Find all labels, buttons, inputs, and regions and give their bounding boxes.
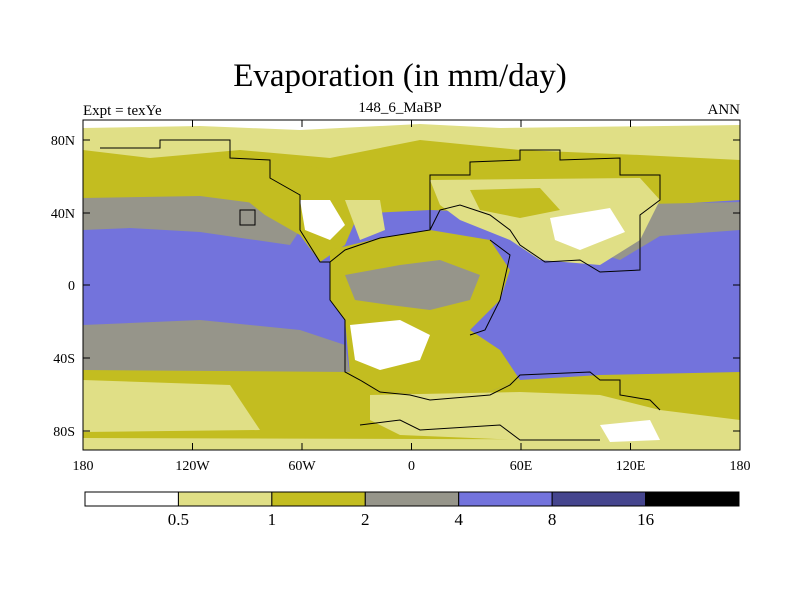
map-title: Evaporation (in mm/day) (233, 58, 567, 94)
colorbar-labels: 0.5 1 2 4 8 16 (168, 510, 654, 529)
lat-tick-0: 0 (68, 279, 75, 294)
desert-gondwana (350, 320, 430, 370)
colorbar-segment (84, 491, 179, 507)
season-label: ANN (707, 102, 741, 118)
colorbar-segment (364, 491, 460, 507)
coastline-north (100, 139, 661, 273)
longitude-axis: 180 120W 60W 0 60E 120E 180 (73, 120, 751, 474)
latitude-axis: 80N 40N 0 40S 80S (51, 134, 740, 440)
land-north-america-light (345, 200, 385, 240)
lat-tick-40s: 40S (53, 352, 75, 367)
lat-tick-80s: 80S (53, 425, 75, 440)
lon-tick-180e: 180 (730, 459, 751, 474)
colorbar-label: 1 (268, 510, 277, 529)
desert-eurasia (550, 208, 625, 250)
coastline-antarctic (359, 419, 600, 441)
band-south-pacific-grey (83, 320, 350, 375)
experiment-label: Expt = texYe (83, 103, 162, 119)
lon-tick-0: 0 (408, 459, 415, 474)
time-label: 148_6_MaBP (358, 100, 442, 116)
lat-tick-80n: 80N (51, 134, 75, 149)
colorbar-label: 0.5 (168, 510, 189, 529)
band-north-high (83, 120, 740, 160)
band-polar-north (83, 120, 740, 130)
colorbar-label: 16 (637, 510, 654, 529)
colorbar-label: 4 (454, 510, 463, 529)
colorbar-segment (271, 491, 366, 507)
colorbar-segment (645, 491, 740, 507)
colorbar-segment (458, 491, 553, 507)
land-eurasia-mid (470, 188, 560, 218)
lat-tick-40n: 40N (51, 207, 75, 222)
lon-tick-120e: 120E (616, 459, 646, 474)
lon-tick-120w: 120W (175, 459, 210, 474)
colorbar-segment (177, 491, 273, 507)
evaporation-field (83, 120, 740, 450)
colorbar-label: 2 (361, 510, 370, 529)
land-pangaea-grey (345, 260, 480, 310)
lon-tick-60w: 60W (288, 459, 316, 474)
coastline-tethys (469, 239, 511, 336)
band-north-atlantic-grey (83, 196, 300, 245)
colorbar (84, 491, 740, 507)
colorbar-segment (551, 491, 647, 507)
colorbar-label: 8 (548, 510, 557, 529)
lon-tick-60e: 60E (510, 459, 533, 474)
coastline-south (329, 262, 661, 411)
lon-tick-180w: 180 (73, 459, 94, 474)
band-south-light-west (83, 380, 260, 432)
desert-north-america (300, 200, 345, 240)
island-outline (239, 209, 256, 226)
desert-antarctic (600, 420, 660, 442)
